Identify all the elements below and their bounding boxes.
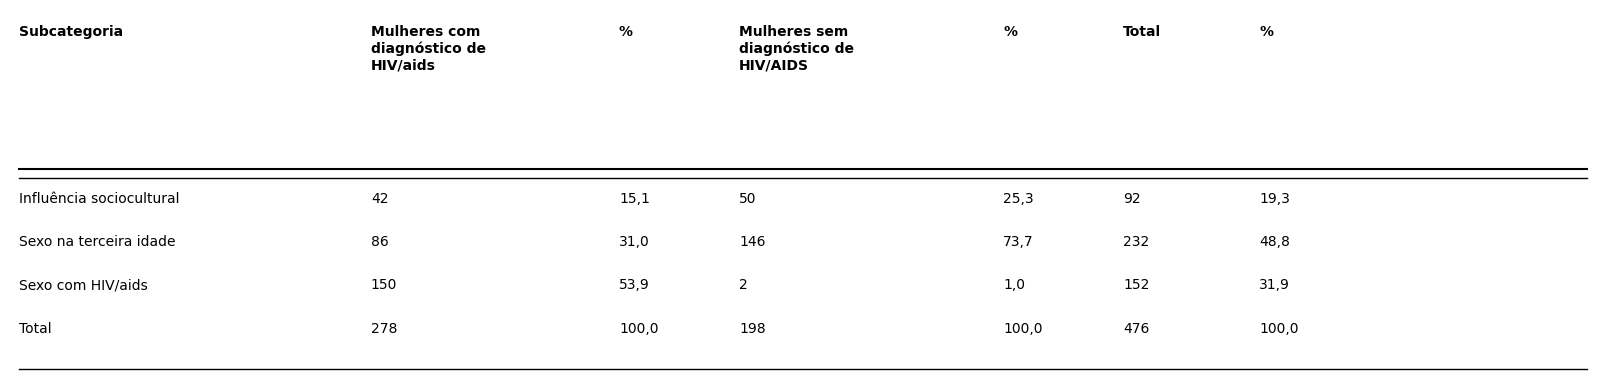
Text: 100,0: 100,0 bbox=[618, 322, 658, 336]
Text: 15,1: 15,1 bbox=[618, 192, 650, 206]
Text: 31,9: 31,9 bbox=[1258, 278, 1289, 292]
Text: 31,0: 31,0 bbox=[618, 235, 650, 249]
Text: 25,3: 25,3 bbox=[1003, 192, 1034, 206]
Text: 73,7: 73,7 bbox=[1003, 235, 1034, 249]
Text: Influência sociocultural: Influência sociocultural bbox=[19, 192, 180, 206]
Text: 476: 476 bbox=[1122, 322, 1149, 336]
Text: 48,8: 48,8 bbox=[1258, 235, 1289, 249]
Text: 50: 50 bbox=[738, 192, 756, 206]
Text: 42: 42 bbox=[371, 192, 388, 206]
Text: 150: 150 bbox=[371, 278, 396, 292]
Text: Sexo na terceira idade: Sexo na terceira idade bbox=[19, 235, 175, 249]
Text: %: % bbox=[1003, 25, 1016, 39]
Text: Subcategoria: Subcategoria bbox=[19, 25, 124, 39]
Text: Sexo com HIV/aids: Sexo com HIV/aids bbox=[19, 278, 148, 292]
Text: 146: 146 bbox=[738, 235, 766, 249]
Text: %: % bbox=[1258, 25, 1273, 39]
Text: 100,0: 100,0 bbox=[1258, 322, 1298, 336]
Text: %: % bbox=[618, 25, 632, 39]
Text: Total: Total bbox=[19, 322, 51, 336]
Text: 100,0: 100,0 bbox=[1003, 322, 1042, 336]
Text: 19,3: 19,3 bbox=[1258, 192, 1289, 206]
Text: 92: 92 bbox=[1122, 192, 1140, 206]
Text: 2: 2 bbox=[738, 278, 748, 292]
Text: 1,0: 1,0 bbox=[1003, 278, 1024, 292]
Text: Mulheres com
diagnóstico de
HIV/aids: Mulheres com diagnóstico de HIV/aids bbox=[371, 25, 486, 72]
Text: Total: Total bbox=[1122, 25, 1160, 39]
Text: 152: 152 bbox=[1122, 278, 1149, 292]
Text: 232: 232 bbox=[1122, 235, 1149, 249]
Text: Mulheres sem
diagnóstico de
HIV/AIDS: Mulheres sem diagnóstico de HIV/AIDS bbox=[738, 25, 854, 72]
Text: 278: 278 bbox=[371, 322, 396, 336]
Text: 53,9: 53,9 bbox=[618, 278, 650, 292]
Text: 86: 86 bbox=[371, 235, 388, 249]
Text: 198: 198 bbox=[738, 322, 766, 336]
